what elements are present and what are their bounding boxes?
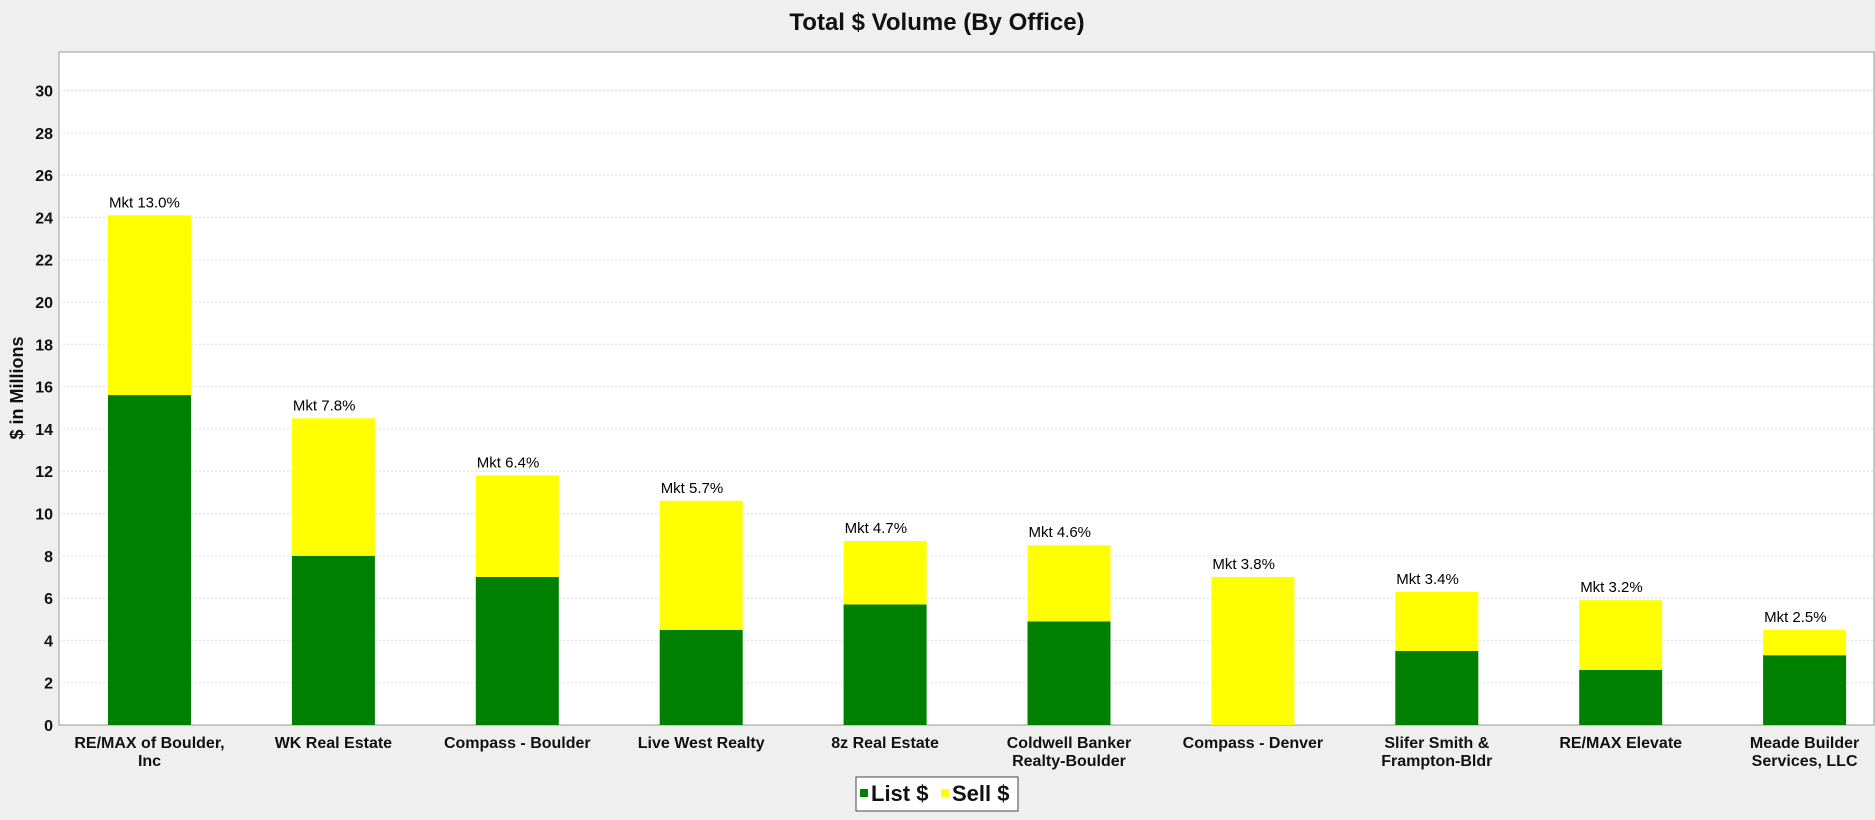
bar-sell [659,500,743,630]
market-share-label: Mkt 13.0% [109,194,180,211]
x-tick-label: Coldwell Banker [1007,735,1131,752]
y-tick-label: 4 [44,633,53,650]
y-tick-label: 16 [35,380,53,397]
x-tick-label: Meade Builder [1750,735,1859,752]
bar-sell [1027,545,1111,622]
x-tick-label: Inc [138,753,161,770]
y-tick-label: 20 [35,295,53,312]
market-share-label: Mkt 4.7% [845,520,908,537]
y-tick-label: 22 [35,253,53,270]
market-share-label: Mkt 6.4% [477,454,540,471]
bar-list [1763,655,1847,725]
bar-list [843,604,927,725]
bar-sell [475,475,559,577]
annotation-layer: Mkt 13.0% Mkt 7.8% Mkt 6.4% Mkt 5.7% Mkt 4.7… [109,194,1827,626]
market-share-label: Mkt 5.7% [661,480,724,497]
y-tick-label: 12 [35,464,53,481]
x-tick-label: Frampton-Bldr [1381,753,1492,770]
market-share-label: Mkt 7.8% [293,397,356,414]
bar-layer [108,215,1847,725]
market-share-label: Mkt 3.8% [1212,556,1275,573]
x-tick-label: WK Real Estate [275,735,392,752]
bar-list [291,555,375,725]
y-tick-label: 8 [44,549,53,566]
legend-label-list: List $ [871,781,928,806]
y-tick-label: 28 [35,126,53,143]
y-tick-label: 14 [35,422,53,439]
x-tick-label: RE/MAX Elevate [1559,735,1682,752]
bar-sell [1763,629,1847,656]
y-tick-label: 6 [44,591,53,608]
bar-list [1395,650,1479,725]
market-share-label: Mkt 3.4% [1396,571,1459,588]
market-share-label: Mkt 2.5% [1764,609,1827,626]
grid-layer [59,90,1874,684]
bar-sell [843,540,927,605]
y-axis-title: $ in Millions [7,336,27,439]
x-tick-label: Realty-Boulder [1012,753,1126,770]
bar-list [1579,670,1663,725]
y-tick-label: 10 [35,507,53,524]
bar-list [659,629,743,725]
x-tick-label: Compass - Denver [1183,735,1324,752]
bar-sell [1395,591,1479,651]
market-share-label: Mkt 3.2% [1580,579,1643,596]
category-labels: RE/MAX of Boulder,Inc WK Real Estate Compa… [74,735,1859,770]
bar-list [1027,621,1111,725]
x-tick-label: Slifer Smith & [1384,735,1489,752]
bar-list [475,576,559,725]
legend-label-sell: Sell $ [952,781,1009,806]
x-tick-label: Compass - Boulder [444,735,591,752]
bar-sell [108,215,191,396]
x-tick-label: 8z Real Estate [831,735,939,752]
bar-sell [1211,576,1295,725]
legend-swatch-sell [941,789,949,797]
legend-box [855,776,1019,812]
x-tick-label: Live West Realty [638,735,765,752]
y-tick-label: 0 [44,718,53,735]
market-share-label: Mkt 4.6% [1029,524,1092,541]
y-tick-label: 24 [35,210,53,227]
legend: List $ Sell $ [855,776,1019,812]
y-tick-label: 18 [35,337,53,354]
bar-sell [1579,600,1663,671]
legend-swatch-list [860,789,868,797]
x-tick-label: RE/MAX of Boulder, [74,735,224,752]
y-tick-label: 26 [35,168,53,185]
bar-list [108,395,191,725]
y-tick-label: 2 [44,676,53,693]
y-tick-label: 30 [35,84,53,101]
bar-sell [291,418,375,556]
x-tick-label: Services, LLC [1752,753,1858,770]
chart-title: Total $ Volume (By Office) [789,9,1084,36]
